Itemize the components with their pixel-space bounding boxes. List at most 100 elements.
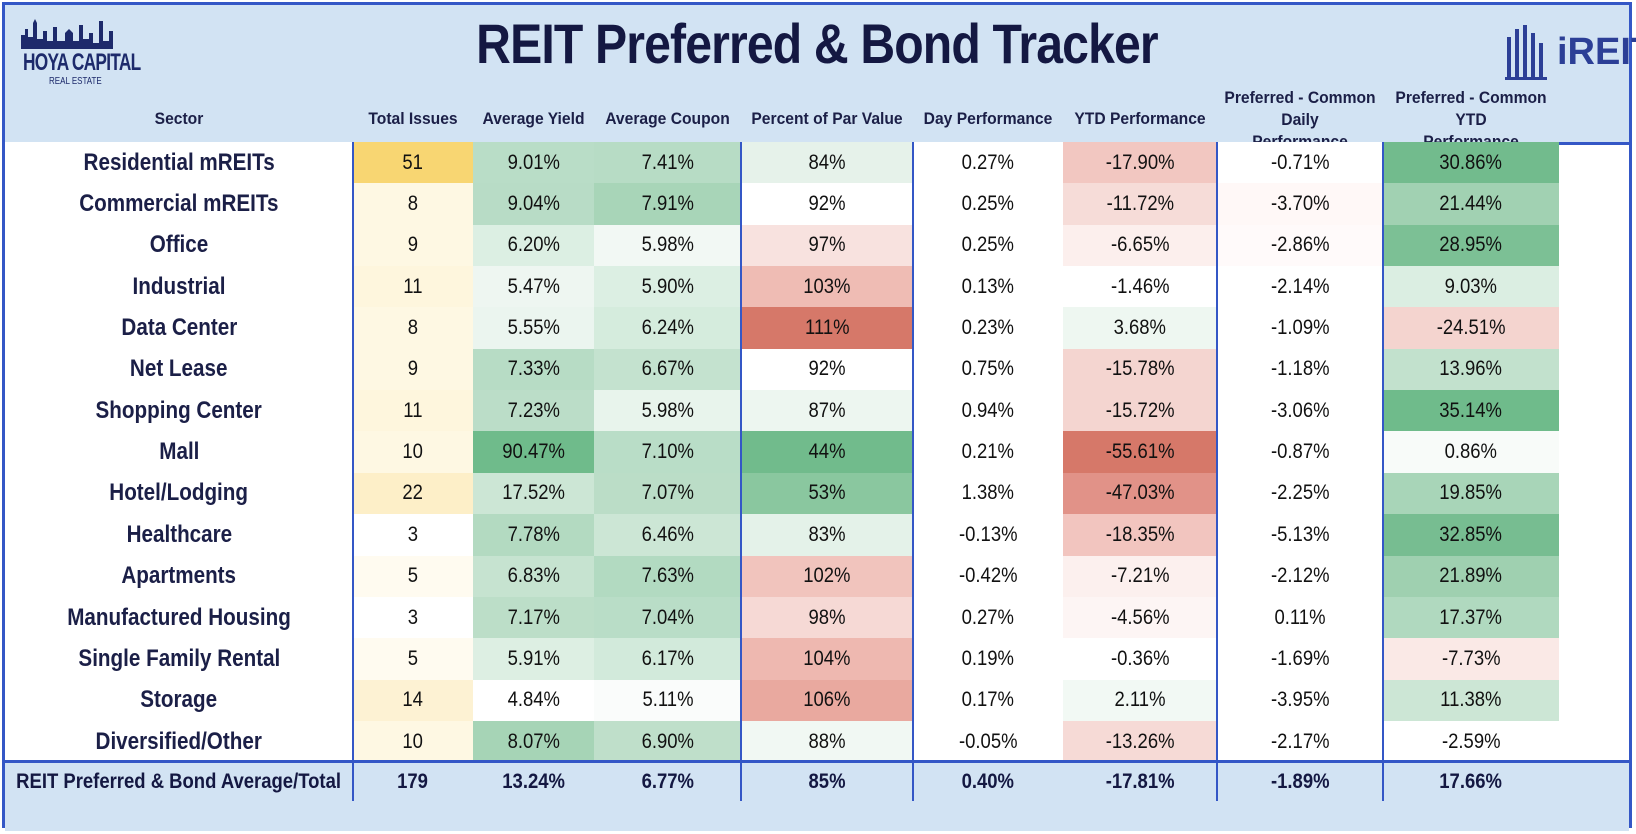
header-sector: Sector	[154, 109, 204, 128]
cell-value: -7.21%	[1110, 564, 1170, 588]
cell-value: -47.03%	[1105, 481, 1175, 505]
sector-name: Shopping Center	[95, 396, 263, 424]
table-cell: 7.23%	[473, 390, 594, 432]
table-cell: 0.25%	[913, 183, 1063, 225]
table-cell: -11.72%	[1063, 183, 1217, 225]
cell-value: 7.63%	[641, 564, 694, 588]
table-cell: 28.95%	[1383, 224, 1559, 267]
cell-value: 9.04%	[507, 192, 560, 216]
table-cell: 14	[353, 679, 473, 721]
cell-value: 3	[407, 522, 419, 546]
cell-value: -0.36%	[1110, 646, 1170, 670]
table-cell: 0.23%	[913, 307, 1063, 349]
cell-value: 7.07%	[641, 481, 694, 505]
footer-pref-common-ytd: 17.66%	[1383, 763, 1559, 801]
sector-name: Hotel/Lodging	[109, 479, 249, 507]
table-cell: 21.89%	[1383, 555, 1559, 597]
logo-right-name: iREIT	[1557, 31, 1636, 73]
cell-value: 9	[407, 233, 419, 257]
table-cell: 6.83%	[473, 555, 594, 597]
sector-name: Commercial mREITs	[79, 190, 279, 218]
table-cell: 0.75%	[913, 348, 1063, 391]
cell-value: 97%	[808, 233, 846, 257]
cell-value: -15.72%	[1105, 398, 1175, 422]
table-cell: -2.59%	[1383, 720, 1559, 763]
sector-name: Healthcare	[126, 520, 232, 548]
table-cell: 103%	[741, 266, 913, 308]
cell-value: 0.11%	[1274, 605, 1326, 629]
table-cell: 6.46%	[594, 514, 741, 556]
cell-value: 111%	[804, 316, 850, 340]
table-cell: -2.12%	[1217, 555, 1383, 597]
table-cell: 0.17%	[913, 679, 1063, 721]
sector-name: Diversified/Other	[95, 727, 263, 755]
cell-value: -2.86%	[1270, 233, 1330, 257]
cell-value: 90.47%	[502, 440, 565, 464]
footer-average-yield: 13.24%	[473, 763, 594, 801]
table-cell: 17.37%	[1383, 596, 1559, 639]
footer-value: 17.66%	[1439, 770, 1503, 793]
table-cell: -6.65%	[1063, 224, 1217, 267]
cell-value: 6.83%	[507, 564, 560, 588]
table-cell: 8.07%	[473, 720, 594, 763]
column-divider	[1382, 142, 1384, 763]
cell-value: 32.85%	[1439, 522, 1503, 546]
table-cell: 9.01%	[473, 142, 594, 184]
cell-value: 0.17%	[961, 688, 1015, 712]
sector-label: Shopping Center	[5, 390, 353, 432]
sector-label: Diversified/Other	[5, 720, 353, 763]
cell-value: -7.73%	[1441, 646, 1501, 670]
cell-value: 5.55%	[507, 316, 560, 340]
sector-name: Manufactured Housing	[67, 603, 291, 631]
footer-percent-par: 85%	[741, 763, 913, 801]
table-cell: 0.86%	[1383, 431, 1559, 473]
cell-value: 7.41%	[641, 150, 694, 174]
cell-value: 0.23%	[961, 316, 1015, 340]
cell-value: 0.13%	[961, 274, 1015, 298]
table-cell: 7.41%	[594, 142, 741, 184]
cell-value: 13.96%	[1439, 357, 1503, 381]
table-cell: -0.71%	[1217, 142, 1383, 184]
cell-value: -2.25%	[1270, 481, 1330, 505]
table-cell: 92%	[741, 183, 913, 225]
cell-value: 2.11%	[1114, 688, 1166, 712]
cell-value: 102%	[803, 564, 851, 588]
cell-value: 17.52%	[502, 481, 565, 505]
cell-value: -4.56%	[1110, 605, 1170, 629]
table-cell: -2.25%	[1217, 472, 1383, 515]
table-cell: 0.19%	[913, 638, 1063, 680]
table-cell: 111%	[741, 307, 913, 349]
table-cell: 2.11%	[1063, 679, 1217, 721]
table-cell: 7.33%	[473, 348, 594, 391]
sector-name: Residential mREITs	[83, 148, 275, 176]
cell-value: -2.12%	[1270, 564, 1330, 588]
cell-value: 7.04%	[641, 605, 694, 629]
table-cell: -3.70%	[1217, 183, 1383, 225]
table-cell: 92%	[741, 348, 913, 391]
cell-value: 84%	[808, 150, 846, 174]
column-divider	[740, 142, 742, 763]
cell-value: 87%	[808, 398, 846, 422]
footer-value: 179	[397, 770, 429, 793]
footer-divider	[1382, 763, 1384, 801]
cell-value: 3	[407, 605, 419, 629]
cell-value: 21.44%	[1439, 192, 1503, 216]
table-cell: -0.13%	[913, 514, 1063, 556]
table-cell: 90.47%	[473, 431, 594, 473]
cell-value: 10	[402, 440, 424, 464]
hoya-capital-logo: HOYA CAPITAL REAL ESTATE	[19, 15, 141, 93]
table-cell: 5	[353, 555, 473, 597]
table-cell: 3.68%	[1063, 307, 1217, 349]
cell-value: -2.17%	[1270, 729, 1330, 753]
sector-label: Commercial mREITs	[5, 183, 353, 225]
cell-value: 106%	[803, 688, 851, 712]
table-cell: 21.44%	[1383, 183, 1559, 225]
sector-name: Storage	[140, 686, 218, 714]
table-cell: -3.06%	[1217, 390, 1383, 432]
table-cell: 5.55%	[473, 307, 594, 349]
cell-value: 28.95%	[1439, 233, 1503, 257]
cell-value: -13.26%	[1105, 729, 1175, 753]
table-cell: 7.63%	[594, 555, 741, 597]
cell-value: 0.25%	[961, 233, 1015, 257]
table-cell: 53%	[741, 472, 913, 515]
